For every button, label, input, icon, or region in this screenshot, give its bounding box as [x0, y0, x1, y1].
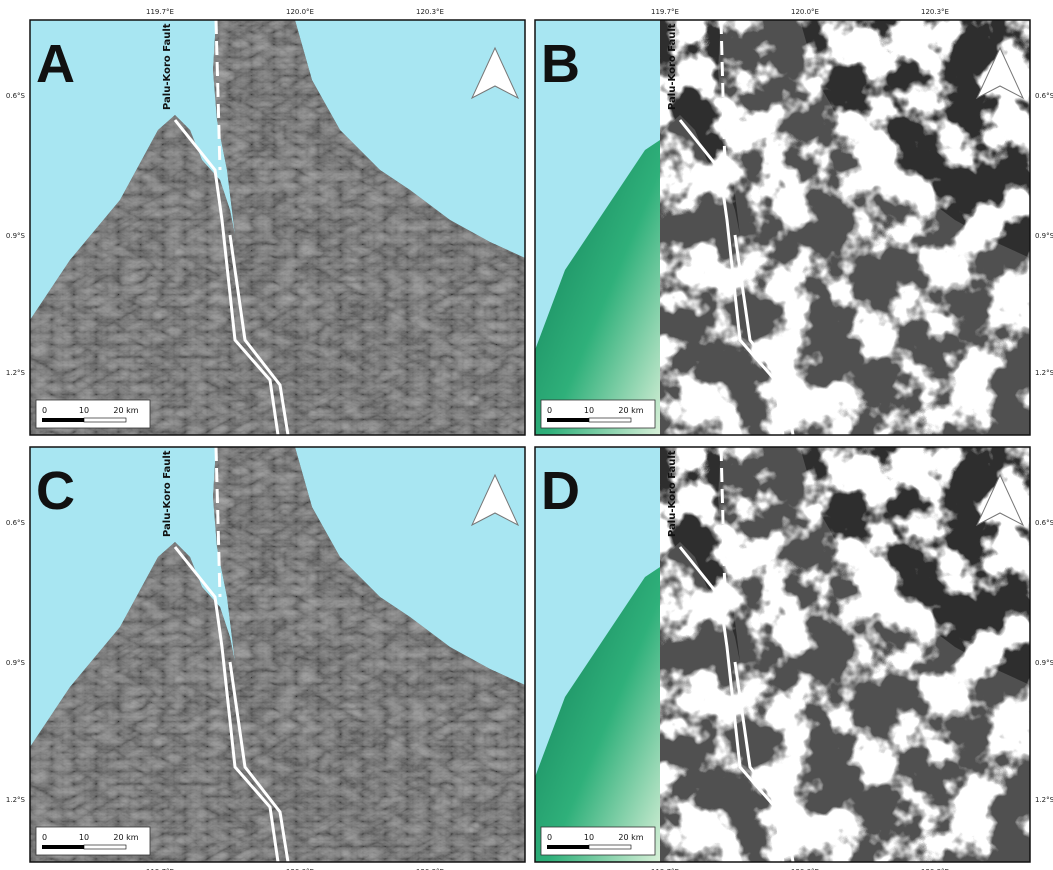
scale-white: [84, 845, 126, 849]
scale-black: [42, 845, 84, 849]
map-panel: B Palu-Koro Fault 0 10 20 km 119.7°E 120.0°E 12…: [535, 8, 1053, 435]
panel-label: C: [36, 461, 75, 521]
clouds: [660, 20, 1030, 435]
scale-label: 0: [547, 833, 552, 842]
panel-label: B: [541, 34, 580, 94]
scale-white: [84, 418, 126, 422]
scale-label: 20 km: [113, 833, 138, 842]
latitude-label: 1.2°S: [1035, 796, 1053, 804]
fault-label: Palu-Koro Fault: [667, 450, 678, 537]
latitude-label: 0.9°S: [1035, 659, 1053, 667]
panel-label: A: [36, 34, 75, 94]
figure: A Palu-Koro Fault 0 10 20 km 119.7°E 120.0°E 12…: [0, 0, 1053, 870]
latitude-label: 0.6°S: [1035, 519, 1053, 527]
scale-white: [589, 418, 631, 422]
scale-bar: 0 10 20 km: [36, 400, 150, 428]
latitude-label: 1.2°S: [6, 796, 26, 804]
panel-label: D: [541, 461, 580, 521]
scale-label: 0: [42, 833, 47, 842]
map-content: [30, 447, 525, 862]
fault-label: Palu-Koro Fault: [162, 23, 173, 110]
scale-label: 20 km: [618, 406, 643, 415]
scale-label: 20 km: [618, 833, 643, 842]
scale-bar: 0 10 20 km: [541, 400, 655, 428]
scale-label: 20 km: [113, 406, 138, 415]
scale-label: 10: [79, 833, 89, 842]
latitude-label: 0.6°S: [6, 519, 26, 527]
scale-label: 0: [547, 406, 552, 415]
map-content: [30, 20, 525, 435]
scale-label: 10: [584, 406, 594, 415]
scale-label: 10: [584, 833, 594, 842]
scale-black: [42, 418, 84, 422]
latitude-label: 0.6°S: [6, 92, 26, 100]
scale-black: [547, 418, 589, 422]
map-content: [535, 20, 1030, 435]
scale-black: [547, 845, 589, 849]
scale-bar: 0 10 20 km: [36, 827, 150, 855]
longitude-label: 120.0°E: [286, 8, 314, 16]
map-content: [535, 447, 1030, 862]
page: A Palu-Koro Fault 0 10 20 km 119.7°E 120.0°E 12…: [0, 0, 1053, 870]
latitude-label: 0.9°S: [1035, 232, 1053, 240]
scale-label: 10: [79, 406, 89, 415]
longitude-label: 119.7°E: [146, 8, 174, 16]
longitude-label: 120.0°E: [791, 8, 819, 16]
longitude-label: 120.3°E: [416, 8, 444, 16]
scale-label: 0: [42, 406, 47, 415]
fault-label: Palu-Koro Fault: [162, 450, 173, 537]
fault-label: Palu-Koro Fault: [667, 23, 678, 110]
map-panel: A Palu-Koro Fault 0 10 20 km 119.7°E 120.0°E 12…: [6, 8, 525, 435]
scale-bar: 0 10 20 km: [541, 827, 655, 855]
latitude-label: 1.2°S: [1035, 369, 1053, 377]
latitude-label: 0.9°S: [6, 659, 26, 667]
scale-white: [589, 845, 631, 849]
latitude-label: 1.2°S: [6, 369, 26, 377]
latitude-label: 0.6°S: [1035, 92, 1053, 100]
longitude-label: 119.7°E: [651, 8, 679, 16]
latitude-label: 0.9°S: [6, 232, 26, 240]
longitude-label: 120.3°E: [921, 8, 949, 16]
clouds: [660, 447, 1030, 862]
